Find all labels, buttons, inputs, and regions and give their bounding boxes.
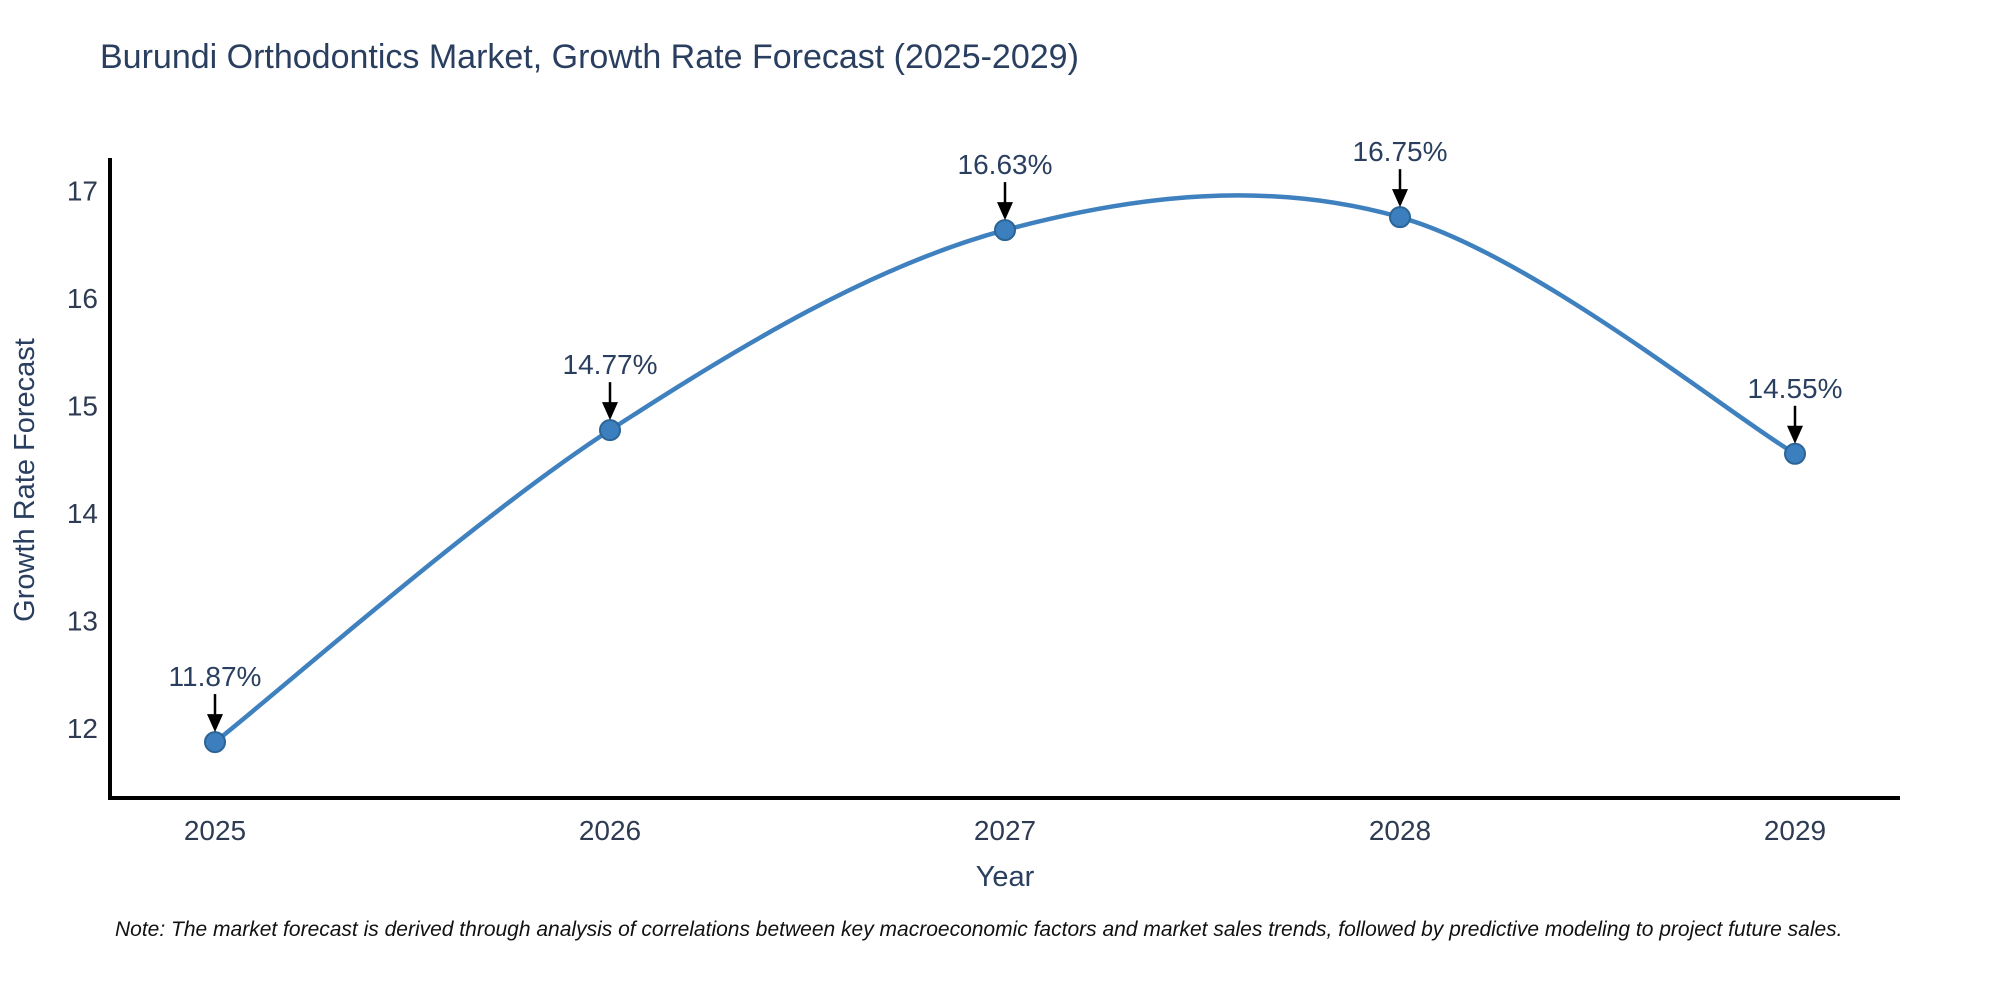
x-tick-label: 2026 <box>579 815 641 846</box>
point-annotation-label: 14.55% <box>1748 373 1843 404</box>
point-annotation-label: 16.75% <box>1353 136 1448 167</box>
x-tick-label: 2029 <box>1764 815 1826 846</box>
y-tick-label: 14 <box>67 498 98 529</box>
annotation-arrowhead-icon <box>602 402 618 421</box>
annotation-arrowhead-icon <box>1787 425 1803 444</box>
x-tick-label: 2027 <box>974 815 1036 846</box>
y-tick-label: 12 <box>67 713 98 744</box>
forecast-line-series[interactable] <box>212 193 1798 745</box>
annotation-arrowhead-icon <box>997 202 1013 221</box>
y-tick-label: 17 <box>67 175 98 206</box>
y-axis-title: Growth Rate Forecast <box>9 338 41 622</box>
data-point-marker-2028[interactable] <box>1389 206 1411 229</box>
data-point-marker-2027[interactable] <box>994 219 1016 242</box>
chart-title: Burundi Orthodontics Market, Growth Rate… <box>100 38 1079 76</box>
data-point-marker-2026[interactable] <box>599 419 621 442</box>
point-annotation-label: 16.63% <box>958 149 1053 180</box>
annotation-arrowhead-icon <box>1392 189 1408 208</box>
point-annotation-label: 14.77% <box>563 349 658 380</box>
y-tick-label: 16 <box>67 283 98 314</box>
point-annotation-label: 11.87% <box>169 661 262 692</box>
data-point-marker-2025[interactable] <box>204 731 226 754</box>
y-tick-label: 15 <box>67 390 98 421</box>
x-tick-label: 2025 <box>184 815 246 846</box>
data-point-marker-2029[interactable] <box>1784 442 1806 465</box>
footnote: Note: The market forecast is derived thr… <box>115 918 1843 941</box>
x-tick-label: 2028 <box>1369 815 1431 846</box>
annotation-arrowhead-icon <box>207 714 223 733</box>
y-tick-label: 13 <box>67 606 98 637</box>
x-axis-title: Year <box>976 861 1035 893</box>
